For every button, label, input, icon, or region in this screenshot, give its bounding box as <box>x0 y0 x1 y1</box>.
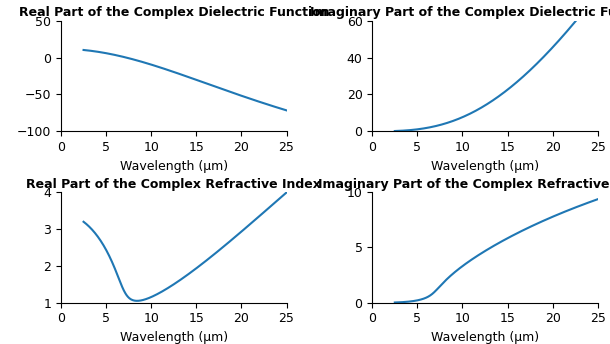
Title: Imaginary Part of the Complex Dielectric Function: Imaginary Part of the Complex Dielectric… <box>310 7 610 20</box>
X-axis label: Wavelength (μm): Wavelength (μm) <box>120 331 228 344</box>
X-axis label: Wavelength (μm): Wavelength (μm) <box>120 160 228 173</box>
Title: Real Part of the Complex Dielectric Function: Real Part of the Complex Dielectric Func… <box>18 7 329 20</box>
X-axis label: Wavelength (μm): Wavelength (μm) <box>431 160 539 173</box>
X-axis label: Wavelength (μm): Wavelength (μm) <box>431 331 539 344</box>
Title: Real Part of the Complex Refractive Index: Real Part of the Complex Refractive Inde… <box>26 178 321 191</box>
Title: Imaginary Part of the Complex Refractive Index: Imaginary Part of the Complex Refractive… <box>318 178 610 191</box>
